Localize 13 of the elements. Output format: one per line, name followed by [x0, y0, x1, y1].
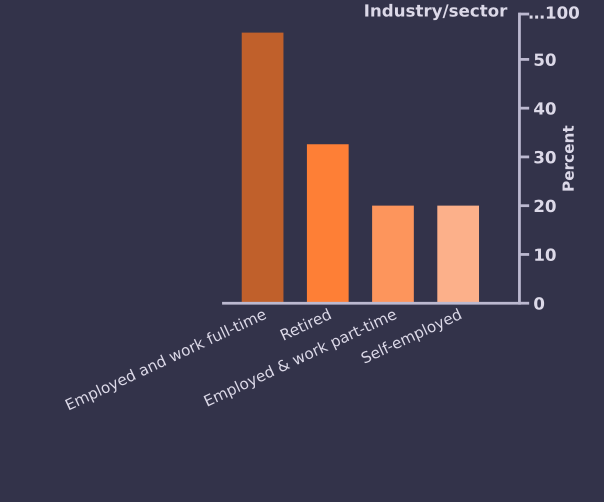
- bar: [306, 144, 349, 304]
- y-tick-label: 10: [535, 248, 556, 262]
- y-axis-title: Percent: [562, 126, 574, 191]
- text: …100: [530, 6, 579, 19]
- y-tick-label: 20: [534, 200, 556, 212]
- bar: [242, 32, 284, 304]
- bar: [372, 206, 414, 304]
- y-tick-label: 50: [534, 53, 556, 66]
- chart-title: Industry/sector: [365, 4, 508, 20]
- y-tick-label: 40: [534, 102, 556, 115]
- y-tick-label: 30: [534, 150, 556, 164]
- y-tick-label: 0: [534, 297, 544, 310]
- bar: [437, 206, 480, 304]
